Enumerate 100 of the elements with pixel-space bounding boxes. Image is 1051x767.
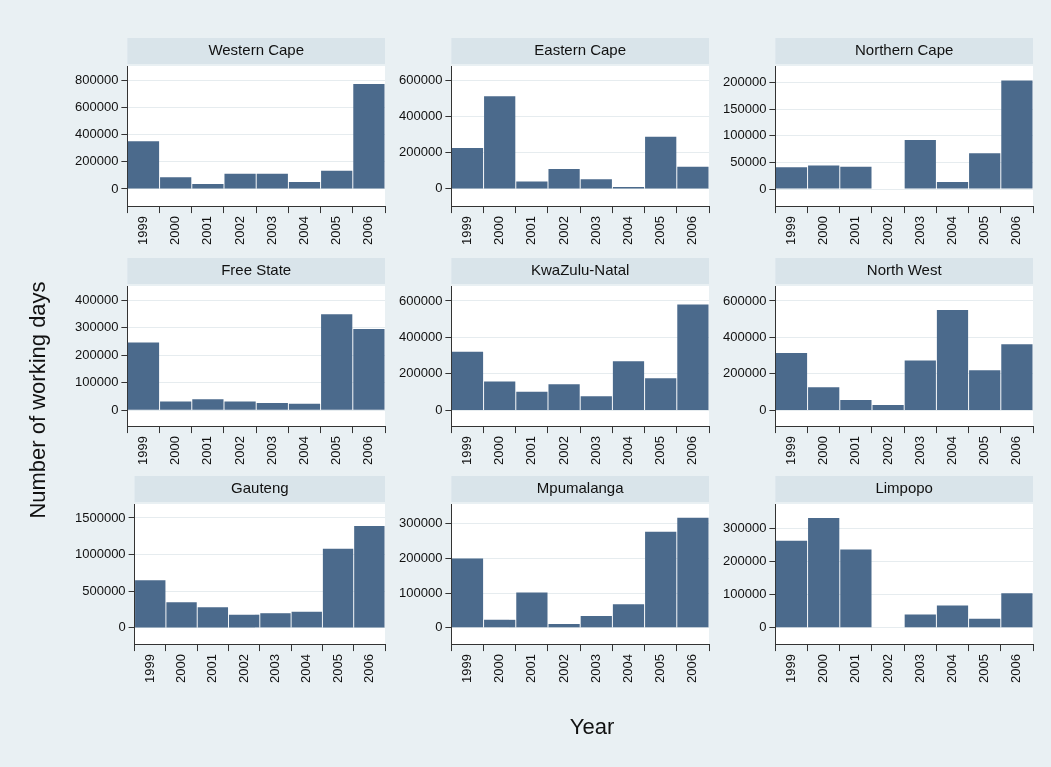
x-tick-label: 2000 — [815, 436, 831, 465]
x-tick-label: 2006 — [684, 436, 700, 465]
x-tick-label: 2006 — [684, 654, 700, 683]
y-tick-label: 50000 — [730, 153, 767, 169]
x-tick-label: 2005 — [976, 216, 992, 245]
x-tick-label: 2004 — [298, 654, 314, 683]
x-tick-label: 2002 — [231, 436, 247, 465]
x-tick-label: 2000 — [491, 216, 507, 245]
x-tick-label: 2001 — [523, 216, 539, 245]
x-tick-label: 1999 — [135, 436, 151, 465]
y-tick-label: 200000 — [398, 365, 443, 381]
x-tick-label: 2005 — [329, 654, 345, 683]
y-tick-label: 400000 — [398, 329, 443, 345]
x-tick-label: 2005 — [328, 216, 344, 245]
x-tick-label: 2006 — [360, 216, 376, 245]
y-tick-label: 200000 — [722, 553, 767, 568]
x-tick-label: 1999 — [459, 216, 475, 245]
x-tick-label: 2000 — [173, 654, 189, 683]
chart-title: Eastern Cape — [534, 41, 627, 59]
x-tick-label: 2006 — [684, 216, 700, 245]
x-tick-label: 2005 — [976, 436, 992, 465]
y-tick-label: 1500000 — [74, 509, 126, 525]
x-tick-label: 2004 — [620, 436, 636, 465]
y-tick-label: 150000 — [722, 100, 767, 116]
y-tick-label: 100000 — [722, 127, 767, 143]
x-tick-label: 2003 — [587, 216, 603, 245]
x-tick-label: 2001 — [523, 436, 539, 465]
y-tick-label: 0 — [759, 180, 767, 196]
y-tick-label: 500000 — [82, 582, 126, 598]
y-tick-label: 0 — [435, 180, 443, 196]
x-tick-label: 2003 — [911, 216, 927, 245]
x-tick-label: 2006 — [1008, 436, 1024, 465]
x-tick-label: 1999 — [783, 216, 799, 245]
y-tick-label: 400000 — [398, 108, 443, 124]
y-tick-label: 0 — [435, 401, 443, 417]
chart-title: Limpopo — [875, 479, 933, 497]
x-tick-label: 1999 — [459, 436, 475, 465]
y-tick-label: 600000 — [398, 72, 443, 88]
x-tick-label: 2003 — [263, 216, 279, 245]
y-tick-label: 200000 — [74, 153, 119, 169]
x-tick-label: 1999 — [783, 436, 799, 465]
x-tick-label: 2001 — [199, 436, 215, 465]
y-tick-label: 600000 — [74, 98, 119, 114]
x-tick-label: 2001 — [204, 654, 220, 683]
chart-title: Mpumalanga — [536, 479, 625, 497]
y-tick-label: 400000 — [74, 126, 119, 142]
chart-title: Free State — [221, 261, 292, 279]
y-tick-label: 1000000 — [74, 546, 126, 562]
x-tick-label: 2000 — [815, 654, 831, 683]
x-tick-label: 2000 — [815, 216, 831, 245]
x-tick-label: 2003 — [263, 436, 279, 465]
chart-title: Western Cape — [208, 41, 304, 59]
x-tick-label: 2002 — [879, 216, 895, 245]
chart-title: Gauteng — [231, 479, 289, 497]
x-axis-title: Year — [569, 714, 615, 740]
x-tick-label: 2001 — [523, 654, 539, 683]
y-tick-label: 0 — [118, 619, 126, 635]
x-tick-label: 2002 — [231, 216, 247, 245]
x-tick-label: 2003 — [587, 654, 603, 683]
x-tick-label: 2002 — [555, 216, 571, 245]
x-tick-label: 2002 — [555, 654, 571, 683]
y-tick-label: 800000 — [74, 71, 119, 87]
x-tick-label: 2002 — [555, 436, 571, 465]
x-tick-label: 2000 — [167, 216, 183, 245]
x-tick-label: 2003 — [911, 654, 927, 683]
y-tick-label: 400000 — [722, 329, 767, 345]
x-tick-label: 2006 — [360, 654, 376, 683]
y-tick-label: 0 — [435, 619, 443, 635]
x-tick-label: 2004 — [620, 654, 636, 683]
x-tick-label: 2000 — [491, 436, 507, 465]
x-tick-label: 2005 — [976, 654, 992, 683]
x-tick-label: 1999 — [783, 654, 799, 683]
x-tick-label: 2000 — [491, 654, 507, 683]
y-tick-label: 0 — [111, 401, 119, 417]
y-tick-label: 100000 — [74, 374, 119, 390]
y-tick-label: 300000 — [722, 519, 767, 535]
x-tick-label: 2004 — [944, 654, 960, 683]
x-tick-label: 2001 — [199, 216, 215, 245]
x-tick-label: 2002 — [235, 654, 251, 683]
x-tick-label: 2002 — [879, 436, 895, 465]
x-tick-label: 2003 — [267, 654, 283, 683]
x-tick-label: 2003 — [587, 436, 603, 465]
y-tick-label: 300000 — [74, 319, 119, 335]
y-tick-label: 300000 — [398, 515, 443, 531]
x-tick-label: 2005 — [652, 436, 668, 465]
y-tick-label: 0 — [759, 401, 767, 417]
x-tick-label: 1999 — [141, 654, 157, 683]
x-tick-label: 2005 — [328, 436, 344, 465]
y-tick-label: 100000 — [398, 584, 443, 600]
y-tick-label: 200000 — [722, 365, 767, 381]
x-tick-label: 2004 — [944, 436, 960, 465]
x-tick-label: 2001 — [847, 654, 863, 683]
x-tick-label: 2001 — [847, 216, 863, 245]
x-tick-label: 2001 — [847, 436, 863, 465]
x-tick-label: 2006 — [360, 436, 376, 465]
y-tick-label: 200000 — [74, 346, 119, 362]
y-axis-title: Number of working days — [25, 281, 51, 519]
y-tick-label: 200000 — [398, 550, 443, 566]
y-tick-label: 400000 — [74, 291, 119, 307]
x-tick-label: 2005 — [652, 216, 668, 245]
